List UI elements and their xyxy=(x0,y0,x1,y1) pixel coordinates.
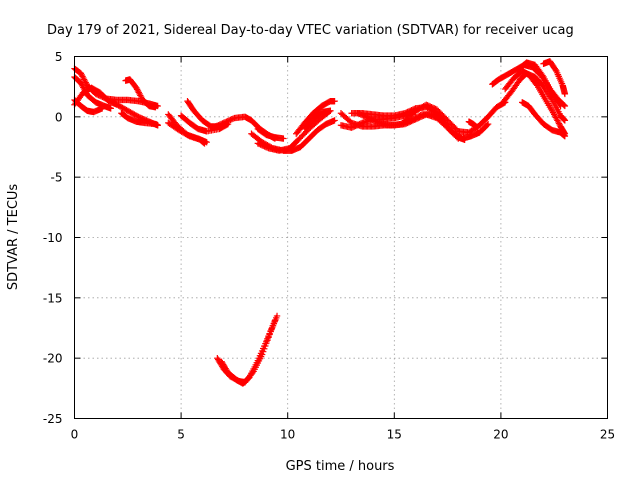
grid-lines xyxy=(74,56,608,419)
y-tick-label: -10 xyxy=(43,231,63,245)
y-tick-label: -15 xyxy=(43,291,63,305)
series-arc-30 xyxy=(218,317,279,387)
series-arc-3 xyxy=(71,96,106,116)
x-axis-label: GPS time / hours xyxy=(286,459,395,474)
data-point xyxy=(483,121,491,129)
y-axis-label: SDTVAR / TECUs xyxy=(6,184,21,291)
chart-title: Day 179 of 2021, Sidereal Day-to-day VTE… xyxy=(47,23,574,38)
data-point xyxy=(154,122,161,129)
x-tick-label: 10 xyxy=(280,428,295,442)
series-arc-28 xyxy=(514,59,564,110)
data-point xyxy=(152,103,159,111)
data-point xyxy=(561,132,569,140)
series-arc-1 xyxy=(71,65,161,110)
x-tick-label: 25 xyxy=(600,428,615,442)
plot-frame xyxy=(74,56,608,419)
data-points xyxy=(71,58,569,387)
series-arc-22 xyxy=(465,118,481,131)
y-tick-label: -20 xyxy=(43,352,63,366)
x-tick-label: 5 xyxy=(177,428,185,442)
data-point xyxy=(107,105,114,112)
series-arc-16 xyxy=(301,107,334,133)
x-tick-label: 0 xyxy=(71,428,79,442)
data-point xyxy=(561,117,569,124)
data-point xyxy=(474,124,481,131)
data-point xyxy=(331,97,338,105)
series-arc-25 xyxy=(501,67,569,137)
y-tick-label: -5 xyxy=(51,171,63,185)
x-tick-labels: 0 5 10 15 20 25 xyxy=(71,428,615,442)
series-arc-5 xyxy=(122,76,159,111)
y-tick-label: 5 xyxy=(55,50,63,64)
data-point xyxy=(484,120,492,128)
series-arc-29 xyxy=(214,312,281,386)
data-point xyxy=(557,102,564,110)
y-tick-label: -25 xyxy=(43,412,63,426)
series-arc-12 xyxy=(254,125,287,142)
x-tick-label: 20 xyxy=(493,428,508,442)
series-arc-6 xyxy=(118,110,161,129)
series-arc-21 xyxy=(401,99,509,136)
data-point xyxy=(99,105,106,112)
data-point xyxy=(273,312,281,320)
data-point xyxy=(280,135,287,142)
x-tick-label: 15 xyxy=(387,428,402,442)
data-point xyxy=(560,102,568,109)
data-point xyxy=(539,72,546,79)
data-point xyxy=(201,140,208,147)
series-arc-15 xyxy=(293,97,338,137)
series-arc-26 xyxy=(519,99,569,140)
data-point xyxy=(561,90,569,98)
data-point xyxy=(331,117,338,124)
y-tick-labels: 5 0 -5 -10 -15 -20 -25 xyxy=(43,50,63,426)
data-point xyxy=(271,317,279,324)
series-arc-27 xyxy=(540,58,569,98)
data-point xyxy=(327,107,334,114)
y-tick-label: 0 xyxy=(55,110,63,124)
series-arc-8 xyxy=(165,119,208,147)
